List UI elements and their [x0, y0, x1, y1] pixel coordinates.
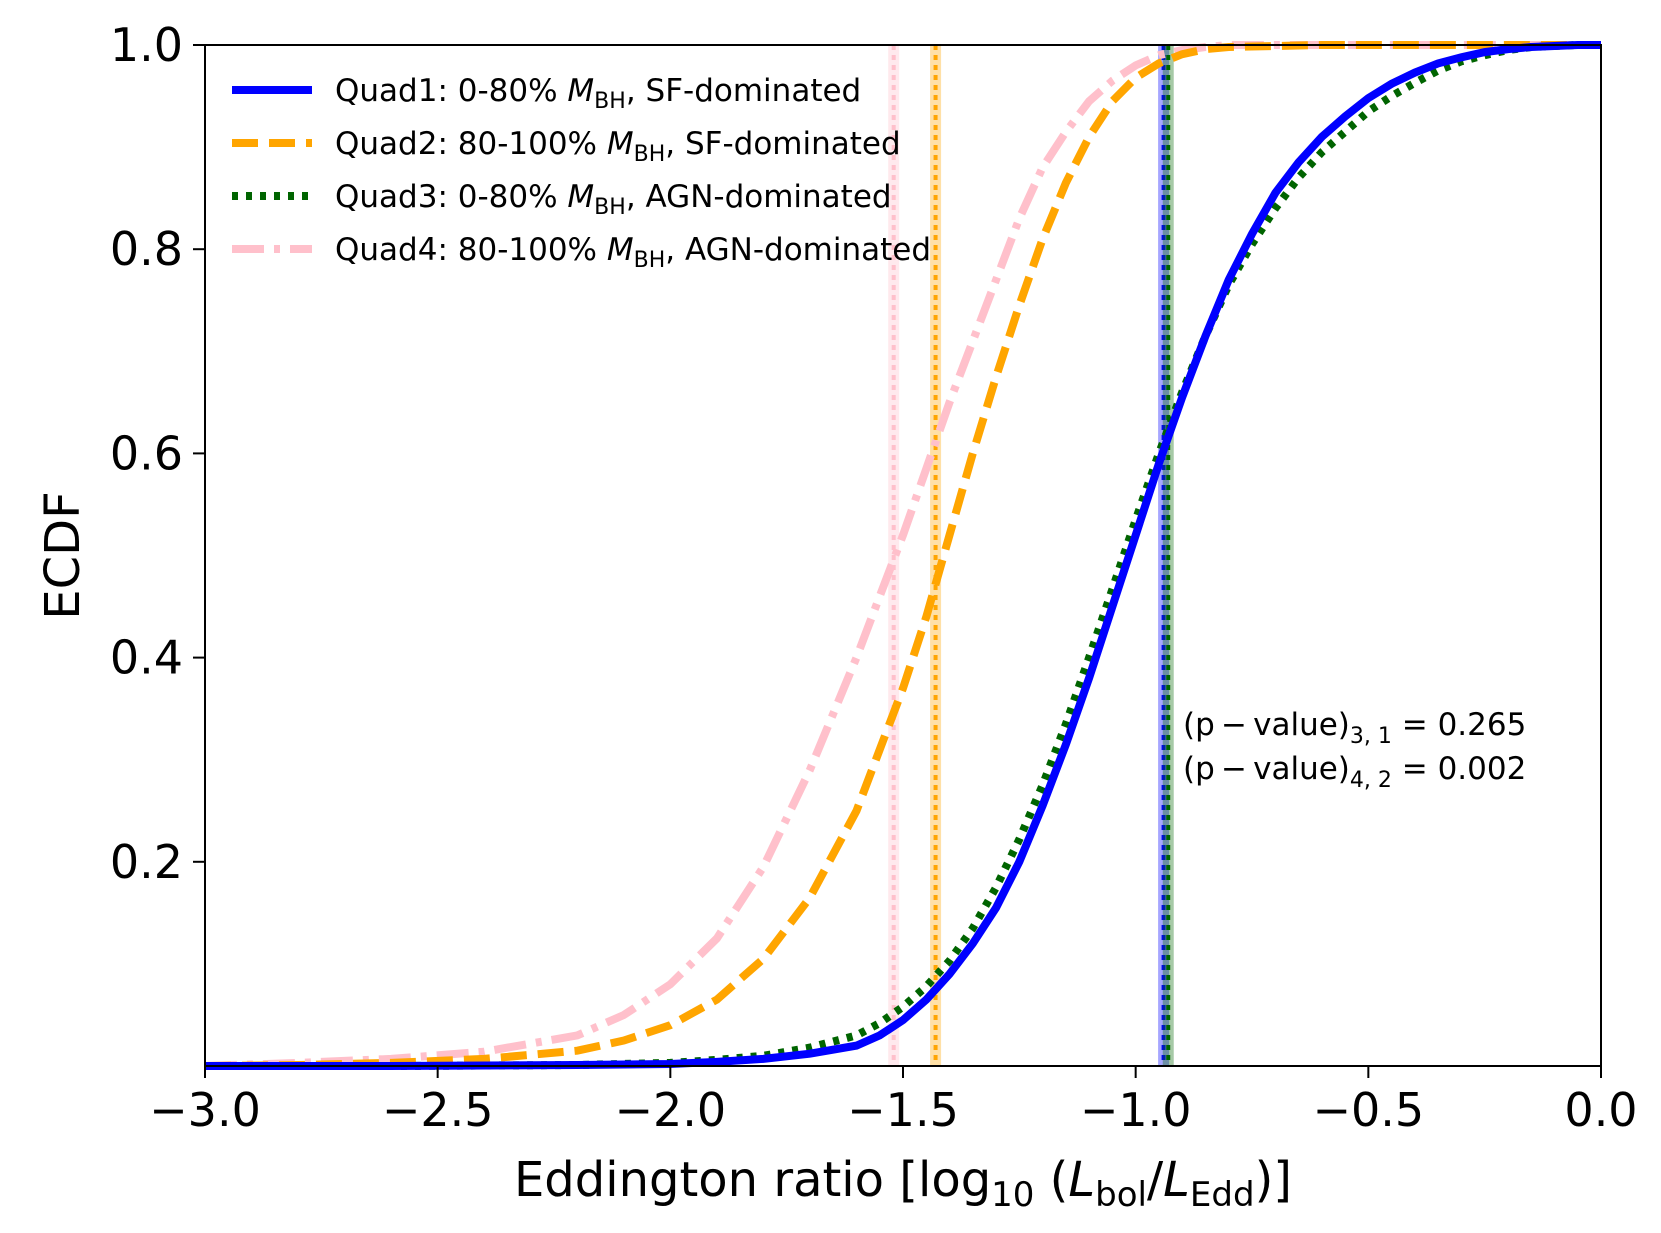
legend-label-symbol: M [567, 73, 594, 109]
x-axis-title-num-sub: bol [1095, 1175, 1147, 1215]
y-axis-ticks: 0.2 0.4 0.6 0.8 1.0 [110, 18, 205, 889]
p-value-result: = 0.002 [1392, 751, 1526, 787]
x-tick-label: 0.0 [1564, 1083, 1637, 1137]
x-tick-label: −2.5 [382, 1083, 494, 1137]
p-value-label: (p − value) [1183, 707, 1350, 743]
legend-label-symbol: M [567, 179, 594, 215]
y-axis-title: ECDF [35, 491, 91, 619]
x-axis-title-open: ( [1034, 1152, 1068, 1208]
legend-label-prefix: Quad4: 80-100% [335, 232, 607, 268]
legend-label-suffix: , SF-dominated [626, 73, 861, 109]
p-value-annotation: (p − value)3, 1 = 0.265 [1183, 707, 1526, 749]
x-axis-title-prefix: Eddington ratio [log [514, 1152, 991, 1208]
y-tick-label: 1.0 [110, 18, 183, 72]
series-line-quad2 [204, 41, 1601, 1070]
series-line-quad4 [204, 41, 1601, 1070]
x-axis-title-den: L [1163, 1152, 1190, 1208]
legend-label-quad4: Quad4: 80-100% MBH, AGN-dominated [335, 232, 931, 273]
y-tick-label: 0.6 [110, 426, 183, 480]
legend-label-subscript: BH [594, 89, 626, 114]
legend-label-quad2: Quad2: 80-100% MBH, SF-dominated [335, 126, 901, 167]
legend-label-subscript: BH [634, 248, 666, 273]
legend-label-quad1: Quad1: 0-80% MBH, SF-dominated [335, 73, 861, 114]
x-axis-title-base: 10 [991, 1175, 1034, 1215]
legend-label-prefix: Quad2: 80-100% [335, 126, 607, 162]
legend-label-prefix: Quad1: 0-80% [335, 73, 567, 109]
p-value-label: (p − value) [1183, 751, 1350, 787]
median-lines [888, 45, 1174, 1066]
p-value-result: = 0.265 [1392, 707, 1526, 743]
p-value-subscript: 4, 2 [1350, 768, 1392, 793]
x-axis-title-num: L [1068, 1152, 1095, 1208]
x-tick-label: −2.0 [614, 1083, 726, 1137]
y-tick-label: 0.2 [110, 835, 183, 889]
x-tick-label: −0.5 [1312, 1083, 1424, 1137]
series-lines [204, 41, 1601, 1070]
legend-label-subscript: BH [594, 195, 626, 220]
x-axis-ticks: −3.0 −2.5 −2.0 −1.5 −1.0 −0.5 0.0 [149, 1066, 1638, 1137]
legend-label-symbol: M [607, 126, 634, 162]
legend-label-suffix: , AGN-dominated [665, 232, 931, 268]
x-tick-label: −1.5 [847, 1083, 959, 1137]
series-line-quad1 [205, 41, 1601, 1070]
legend-label-prefix: Quad3: 0-80% [335, 179, 567, 215]
x-tick-label: −3.0 [149, 1083, 261, 1137]
x-tick-label: −1.0 [1080, 1083, 1192, 1137]
x-axis-title-close: )] [1255, 1152, 1292, 1208]
p-value-annotation: (p − value)4, 2 = 0.002 [1183, 751, 1526, 793]
legend-label-suffix: , AGN-dominated [626, 179, 892, 215]
legend-label-symbol: M [607, 232, 634, 268]
x-axis-title: Eddington ratio [log10 (Lbol/LEdd)] [514, 1152, 1292, 1215]
p-value-annotations: (p − value)3, 1 = 0.265(p − value)4, 2 =… [1183, 707, 1526, 793]
p-value-subscript: 3, 1 [1350, 724, 1392, 749]
x-axis-title-den-sub: Edd [1190, 1175, 1255, 1215]
x-axis-title-slash: / [1147, 1152, 1164, 1208]
legend-label-quad3: Quad3: 0-80% MBH, AGN-dominated [335, 179, 892, 220]
y-tick-label: 0.8 [110, 222, 183, 276]
legend-label-suffix: , SF-dominated [665, 126, 900, 162]
legend-label-subscript: BH [634, 142, 666, 167]
y-tick-label: 0.4 [110, 631, 183, 685]
